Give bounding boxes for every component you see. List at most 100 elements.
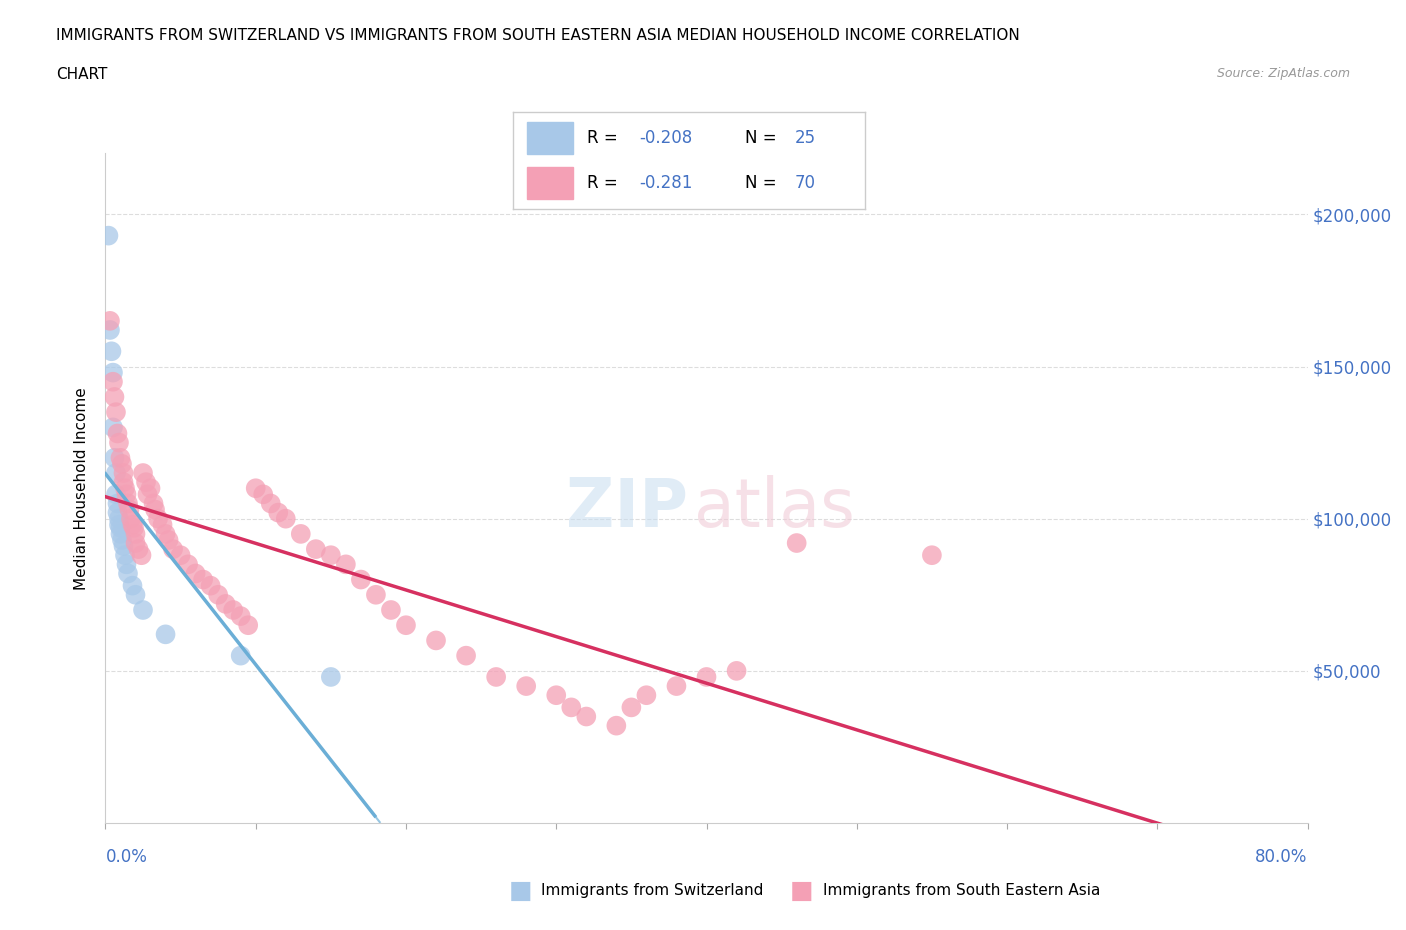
Text: -0.281: -0.281 (640, 174, 693, 192)
Point (128, 541, 150, 556)
Point (100, 344, 122, 359)
Point (98, 323, 121, 338)
Point (665, 679, 688, 694)
Point (364, 588, 387, 603)
Point (636, 688, 658, 703)
Point (222, 603, 245, 618)
Point (157, 533, 180, 548)
Point (104, 487, 127, 502)
Point (117, 566, 139, 581)
Point (124, 536, 146, 551)
Text: atlas: atlas (695, 475, 855, 541)
Point (103, 450, 125, 465)
Point (274, 512, 297, 526)
Text: CHART: CHART (56, 67, 108, 82)
Point (229, 608, 252, 623)
Point (515, 679, 537, 694)
Point (114, 481, 136, 496)
Point (112, 474, 135, 489)
Point (319, 670, 342, 684)
Point (152, 517, 174, 532)
Text: IMMIGRANTS FROM SWITZERLAND VS IMMIGRANTS FROM SOUTH EASTERN ASIA MEDIAN HOUSEHO: IMMIGRANTS FROM SWITZERLAND VS IMMIGRANT… (56, 28, 1019, 43)
Point (290, 526, 312, 541)
Point (110, 450, 132, 465)
Text: 0.0%: 0.0% (105, 848, 148, 866)
Point (118, 502, 141, 517)
Point (252, 487, 274, 502)
Text: 70: 70 (794, 174, 815, 192)
Point (98, 313, 121, 328)
Point (200, 578, 222, 593)
Point (229, 648, 252, 663)
Point (786, 536, 808, 551)
Point (725, 663, 748, 678)
Text: 80.0%: 80.0% (1256, 848, 1308, 866)
Text: Immigrants from Switzerland: Immigrants from Switzerland (541, 884, 763, 898)
Text: -0.208: -0.208 (640, 129, 693, 147)
Point (319, 548, 342, 563)
Point (121, 517, 143, 532)
Point (117, 496, 139, 511)
Point (395, 618, 418, 632)
Point (214, 596, 236, 611)
Point (124, 526, 146, 541)
Point (146, 512, 169, 526)
Point (104, 405, 127, 419)
Point (97, 228, 120, 243)
Bar (527, 123, 574, 153)
Point (112, 538, 135, 553)
Point (605, 718, 627, 733)
Point (131, 548, 153, 563)
Point (380, 603, 402, 618)
Point (485, 670, 508, 684)
Point (143, 502, 166, 517)
Point (114, 548, 136, 563)
Point (108, 435, 131, 450)
Point (267, 505, 290, 520)
Point (104, 466, 127, 481)
Point (110, 526, 132, 541)
Point (108, 512, 131, 526)
Point (260, 496, 283, 511)
Point (560, 700, 582, 715)
Point (191, 572, 214, 587)
Point (155, 627, 177, 642)
Bar (527, 167, 574, 198)
Point (101, 365, 124, 380)
Point (103, 390, 125, 405)
Point (142, 496, 165, 511)
Text: Source: ZipAtlas.com: Source: ZipAtlas.com (1216, 67, 1350, 80)
Y-axis label: Median Household Income: Median Household Income (75, 387, 90, 590)
Point (101, 420, 124, 435)
Point (155, 526, 177, 541)
Point (425, 633, 447, 648)
Point (350, 572, 373, 587)
Point (575, 709, 598, 724)
Point (169, 548, 191, 563)
Point (107, 496, 129, 511)
Point (121, 578, 143, 593)
Text: N =: N = (745, 129, 782, 147)
Point (107, 505, 129, 520)
Point (112, 466, 135, 481)
Point (136, 487, 159, 502)
Point (305, 541, 328, 556)
Text: R =: R = (586, 129, 623, 147)
Point (132, 466, 155, 481)
Point (108, 517, 131, 532)
Point (122, 521, 145, 536)
Point (177, 557, 200, 572)
Point (120, 512, 142, 526)
Point (110, 521, 132, 536)
Point (696, 670, 718, 684)
Point (135, 474, 157, 489)
Point (238, 618, 260, 632)
Point (107, 426, 129, 441)
Point (335, 557, 357, 572)
Point (101, 374, 124, 389)
Point (546, 688, 568, 703)
Point (111, 533, 134, 548)
Point (207, 588, 229, 603)
Point (139, 481, 162, 496)
Text: R =: R = (586, 174, 623, 192)
